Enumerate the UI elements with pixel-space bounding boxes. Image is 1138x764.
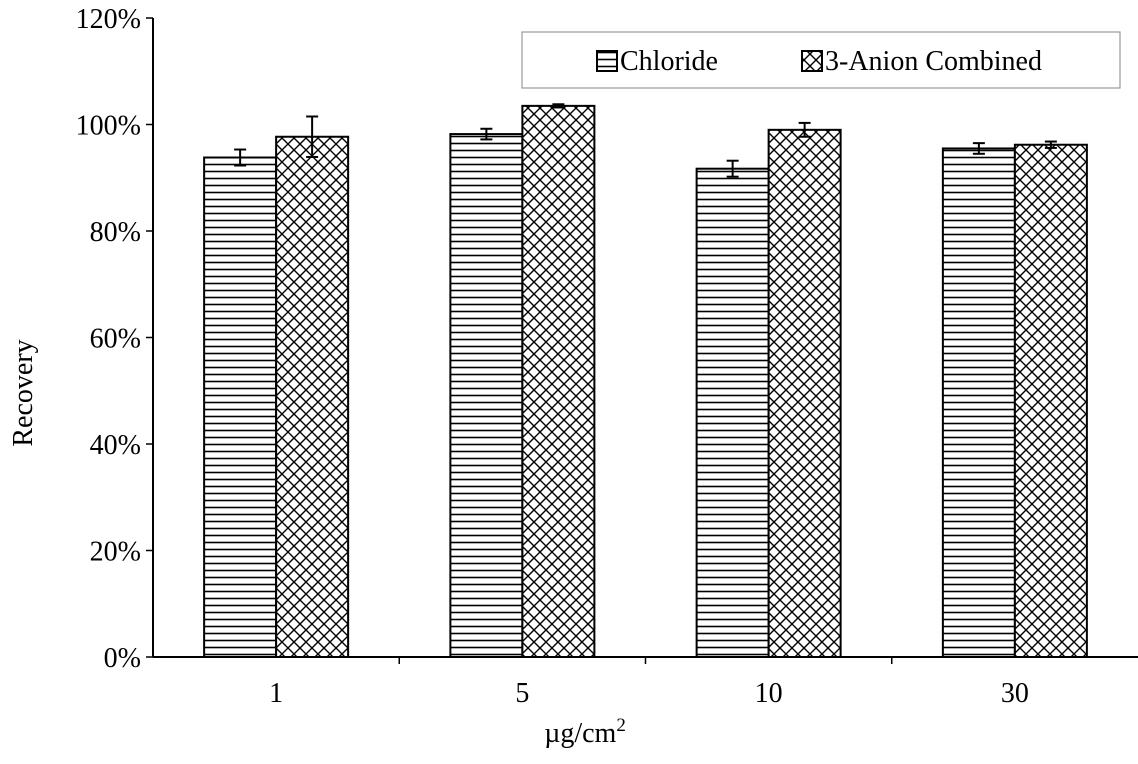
x-tick-label: 1 xyxy=(269,678,283,709)
error-bar-chloride xyxy=(480,127,493,141)
y-tick-label: 60% xyxy=(90,324,141,355)
legend-label-chloride: Chloride xyxy=(620,46,718,77)
error-bar-chloride xyxy=(726,159,739,178)
legend: Chloride 3-Anion Combined xyxy=(521,31,1121,89)
x-tick-label: 5 xyxy=(515,678,529,709)
y-tick-label: 80% xyxy=(90,217,141,248)
error-bar-chloride xyxy=(972,142,985,155)
bar-3-anion-combined xyxy=(521,104,596,659)
y-tick-label: 0% xyxy=(104,643,141,674)
legend-swatch-3-anion-combined xyxy=(801,50,823,72)
y-axis-ticks: 0% 20% 40% 60% 80% 100% 120% xyxy=(76,4,153,674)
error-bar-3-anion-combined xyxy=(1044,140,1057,149)
legend-label-3-anion-combined: 3-Anion Combined xyxy=(825,46,1042,77)
x-axis-ticks: 1 5 10 30 xyxy=(269,657,1029,709)
bars xyxy=(203,104,1088,659)
x-axis-title-superscript: 2 xyxy=(616,715,626,736)
x-axis-title-base: µg/cm xyxy=(544,718,616,749)
y-tick-label: 120% xyxy=(76,4,141,35)
error-bar-3-anion-combined xyxy=(306,115,319,158)
error-bars xyxy=(234,103,1057,178)
x-axis-title: µg/cm2 xyxy=(544,715,626,749)
error-bar-3-anion-combined xyxy=(552,103,565,109)
bar-3-anion-combined xyxy=(767,128,842,658)
error-bar-chloride xyxy=(234,148,247,167)
y-axis-title: Recovery xyxy=(8,339,39,446)
x-tick-label: 10 xyxy=(755,678,783,709)
y-tick-label: 40% xyxy=(90,430,141,461)
y-tick-label: 20% xyxy=(90,537,141,568)
bar-chloride xyxy=(695,167,770,658)
bar-chloride xyxy=(449,133,524,658)
bar-chloride xyxy=(203,156,278,658)
y-tick-label: 100% xyxy=(76,111,141,142)
error-bar-3-anion-combined xyxy=(798,121,811,138)
legend-swatch-chloride xyxy=(596,50,618,72)
x-tick-label: 30 xyxy=(1001,678,1029,709)
bar-chloride xyxy=(941,147,1016,658)
bar-3-anion-combined xyxy=(275,135,350,658)
bar-3-anion-combined xyxy=(1013,143,1088,659)
